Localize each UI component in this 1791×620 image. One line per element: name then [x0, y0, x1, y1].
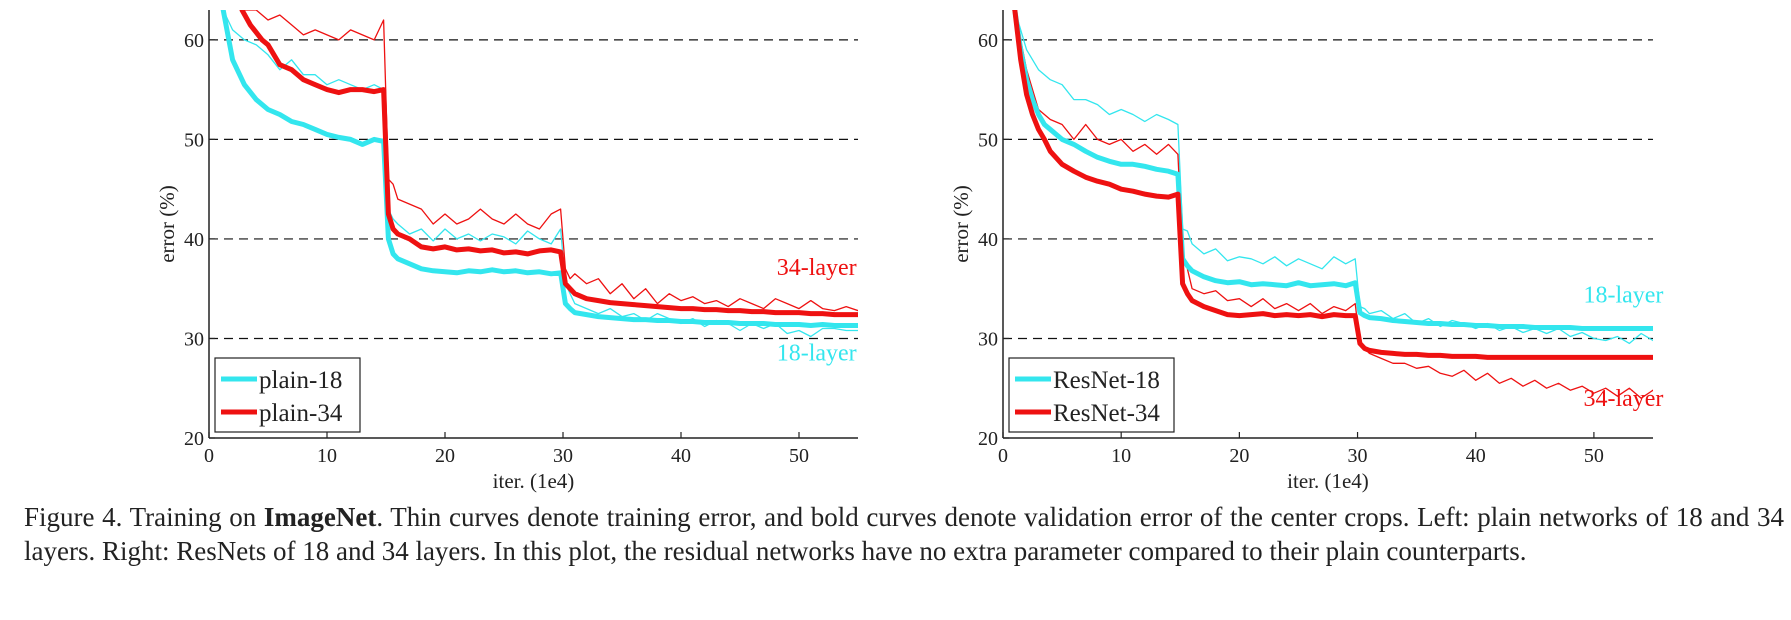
- chart1-annotation-1: 18-layer: [777, 340, 857, 366]
- chart1-legend-label-1: plain-34: [259, 400, 343, 427]
- chart2-y-tick-60: 60: [978, 30, 998, 52]
- chart2-x-tick-0: 0: [998, 445, 1008, 467]
- chart1-y-tick-50: 50: [184, 129, 204, 151]
- chart2-y-tick-40: 40: [978, 229, 998, 251]
- chart2-legend-label-1: ResNet-34: [1053, 400, 1160, 427]
- chart2-x-label: iter. (1e4): [1287, 469, 1369, 493]
- chart1-x-tick-0: 0: [204, 445, 214, 467]
- chart1-series-plain-18-validation: [220, 10, 858, 328]
- chart2-x-tick-10: 10: [1111, 445, 1131, 467]
- chart1-series-plain-34-validation: [239, 10, 858, 318]
- chart1: 0 10 20 30 40 50 20 30 40 50 60 iter. (1e4) error (%…: [155, 10, 858, 493]
- chart2-legend: [1008, 357, 1175, 433]
- chart1-x-label: iter. (1e4): [493, 469, 575, 493]
- chart2-series-resnet-34-training: [1014, 10, 1653, 399]
- charts-canvas: 0 10 20 30 40 50 20 30 40 50 60 iter. (1e4) error (%…: [155, 10, 1663, 493]
- caption-part1: Training on: [129, 502, 257, 532]
- chart2-y-tick-30: 30: [978, 328, 998, 350]
- chart1-y-tick-60: 60: [184, 30, 204, 52]
- chart1-y-tick-20: 20: [184, 428, 204, 450]
- chart1-x-tick-20: 20: [435, 445, 455, 467]
- chart1-annotation-0: 34-layer: [777, 255, 857, 281]
- chart1-series-plain-18-training: [222, 10, 858, 338]
- chart2-annotation-1: 34-layer: [1583, 386, 1663, 412]
- chart2-series-resnet-34-validation: [1012, 10, 1653, 360]
- chart2: 0 10 20 30 40 50 20 30 40 50 60 iter. (1e4) error (%…: [949, 10, 1663, 493]
- chart1-x-tick-30: 30: [553, 445, 573, 467]
- chart2-y-tick-50: 50: [978, 129, 998, 151]
- chart1-legend: [214, 357, 361, 433]
- caption-rest: . Thin curves denote training error, and…: [24, 502, 1785, 566]
- chart1-legend-label-0: plain-18: [259, 367, 342, 394]
- chart2-y-tick-20: 20: [978, 428, 998, 450]
- chart1-y-label: error (%): [155, 185, 179, 263]
- chart1-series-plain-34-training: [243, 10, 858, 312]
- chart2-x-tick-50: 50: [1584, 445, 1604, 467]
- figure-caption: Figure 4. Training on ImageNet. Thin cur…: [24, 500, 1784, 568]
- chart1-y-tick-30: 30: [184, 328, 204, 350]
- chart1-x-tick-50: 50: [789, 445, 809, 467]
- chart1-x-tick-10: 10: [317, 445, 337, 467]
- chart2-x-tick-20: 20: [1229, 445, 1249, 467]
- chart1-x-tick-40: 40: [671, 445, 691, 467]
- chart2-series-resnet-18-validation: [1012, 10, 1653, 331]
- chart2-series-resnet-18-training: [1014, 10, 1653, 345]
- chart1-y-tick-40: 40: [184, 229, 204, 251]
- caption-bold: ImageNet: [263, 502, 377, 532]
- chart2-legend-label-0: ResNet-18: [1053, 367, 1160, 394]
- chart2-x-tick-40: 40: [1466, 445, 1486, 467]
- chart2-x-tick-30: 30: [1348, 445, 1368, 467]
- caption-figure-label: Figure 4.: [24, 502, 123, 532]
- chart2-annotation-0: 18-layer: [1583, 283, 1663, 309]
- chart2-y-label: error (%): [949, 185, 973, 263]
